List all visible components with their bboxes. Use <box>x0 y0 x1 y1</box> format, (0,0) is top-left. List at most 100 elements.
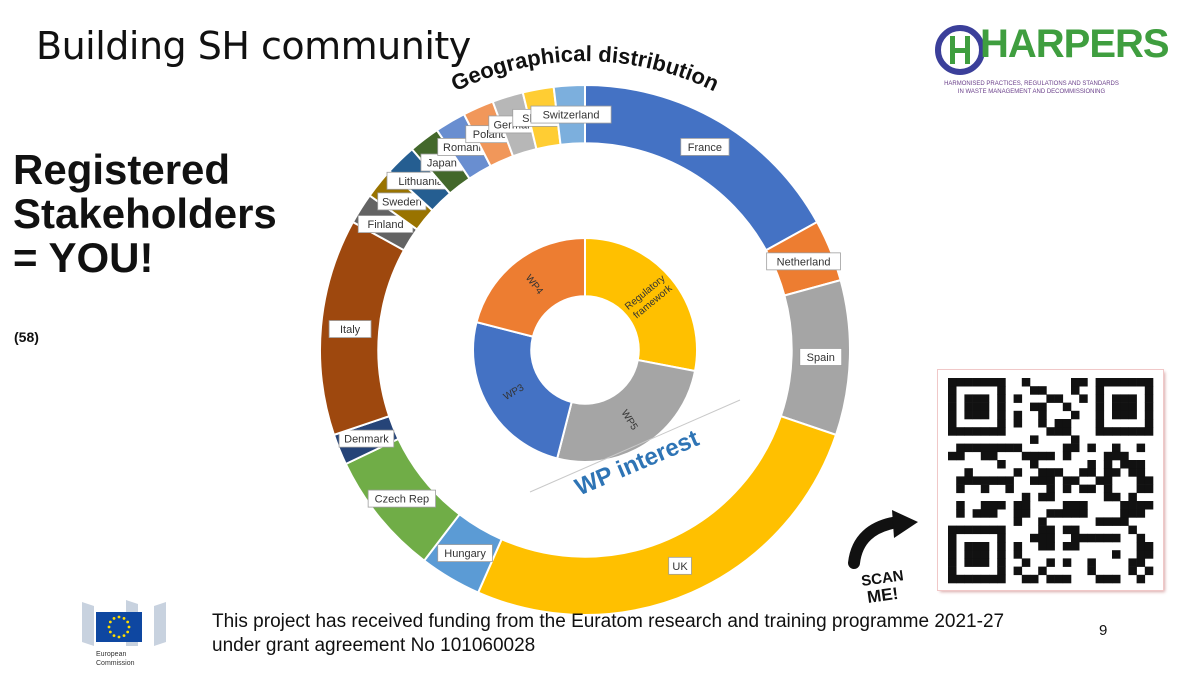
qr-module <box>1120 427 1129 436</box>
qr-module <box>1038 386 1047 395</box>
label-finland: Finland <box>368 219 404 231</box>
footer-line-1: This project has received funding from t… <box>212 611 1005 632</box>
harpers-tagline: HARMONISED PRACTICES, REGULATIONS AND ST… <box>934 80 1129 96</box>
qr-module <box>948 427 957 436</box>
qr-module <box>1144 402 1154 412</box>
qr-module <box>1030 574 1039 584</box>
label-netherland: Netherland <box>777 256 831 268</box>
qr-module <box>980 542 990 551</box>
qr-module <box>997 427 1006 436</box>
qr-module <box>1079 394 1088 403</box>
qr-module <box>964 550 973 559</box>
scan-text: SCAN <box>860 567 904 590</box>
qr-module <box>1144 476 1154 485</box>
wp-divider-line <box>529 399 741 493</box>
footer-line-2: under grant agreement No 101060028 <box>212 635 536 656</box>
qr-module <box>980 484 990 494</box>
qr-module <box>1062 542 1072 551</box>
eu-logo-line-1: European <box>96 651 126 658</box>
eu-star-icon <box>108 620 112 624</box>
qr-module <box>972 574 982 584</box>
qr-module <box>1120 410 1129 420</box>
qr-module <box>956 451 965 461</box>
label-lithuania: Lithuania <box>398 176 444 188</box>
qr-module <box>989 378 998 387</box>
qr-module <box>997 525 1006 535</box>
qr-module <box>989 443 998 453</box>
qr-module <box>1144 386 1154 395</box>
qr-module <box>956 443 965 453</box>
qr-module <box>1128 460 1137 469</box>
qr-module <box>1144 427 1154 436</box>
qr-module <box>1030 460 1039 469</box>
qr-module <box>1103 378 1113 387</box>
qr-module <box>956 427 965 436</box>
qr-module <box>1021 451 1031 461</box>
qr-code[interactable] <box>938 370 1163 590</box>
qr-module <box>989 509 998 518</box>
heading-line-3: = YOU! <box>13 234 154 281</box>
eu-star-icon <box>117 615 121 619</box>
qr-module <box>1103 533 1113 543</box>
qr-module <box>1054 468 1064 477</box>
qr-module <box>1112 427 1121 436</box>
qr-module <box>980 451 990 461</box>
qr-module <box>1136 476 1146 485</box>
qr-module <box>1071 378 1080 387</box>
label-switzerland: Switzerland <box>543 110 600 122</box>
qr-module <box>1054 427 1064 436</box>
qr-module <box>956 476 965 485</box>
qr-module <box>1128 427 1137 436</box>
qr-module <box>948 542 957 551</box>
qr-module <box>980 427 990 436</box>
qr-module <box>1046 476 1055 485</box>
qr-module <box>972 443 982 453</box>
qr-module <box>948 533 957 543</box>
eu-star-icon <box>112 634 116 638</box>
qr-module <box>1112 402 1121 412</box>
qr-module <box>1071 435 1080 444</box>
qr-module <box>1013 443 1023 453</box>
qr-module <box>989 427 998 436</box>
tagline-line-1: HARMONISED PRACTICES, REGULATIONS AND ST… <box>944 81 1119 87</box>
qr-module <box>997 533 1006 543</box>
qr-module <box>980 509 990 518</box>
qr-module <box>948 525 957 535</box>
european-commission-logo: European Commission <box>82 600 166 667</box>
qr-module <box>997 386 1006 395</box>
qr-module <box>1013 517 1023 526</box>
qr-module <box>1144 542 1154 551</box>
qr-module <box>1038 451 1047 461</box>
qr-module <box>1144 394 1154 403</box>
qr-module <box>1144 566 1154 576</box>
qr-module <box>1112 517 1121 526</box>
qr-module <box>948 410 957 420</box>
qr-module <box>1079 501 1088 510</box>
qr-module <box>964 476 973 485</box>
qr-module <box>1013 501 1023 510</box>
qr-module <box>997 542 1006 551</box>
qr-module <box>1054 574 1064 584</box>
qr-module <box>1112 451 1121 461</box>
qr-module <box>1038 476 1047 485</box>
page-number: 9 <box>1099 622 1108 639</box>
qr-module <box>1079 468 1088 477</box>
qr-module <box>1046 394 1055 403</box>
qr-module <box>956 574 965 584</box>
qr-module <box>1038 468 1047 477</box>
qr-module <box>1030 533 1039 543</box>
qr-module <box>1144 410 1154 420</box>
qr-module <box>980 410 990 420</box>
harpers-emblem-icon <box>935 25 985 75</box>
slice-wp5 <box>555 358 697 463</box>
qr-module <box>1079 533 1088 543</box>
eu-star-icon <box>127 625 131 629</box>
qr-module <box>1030 451 1039 461</box>
qr-module <box>1062 574 1072 584</box>
qr-module <box>1038 566 1047 576</box>
qr-module <box>1128 378 1137 387</box>
qr-module <box>997 574 1006 584</box>
qr-module <box>1038 517 1047 526</box>
qr-module <box>1013 468 1023 477</box>
qr-module <box>1112 550 1121 559</box>
